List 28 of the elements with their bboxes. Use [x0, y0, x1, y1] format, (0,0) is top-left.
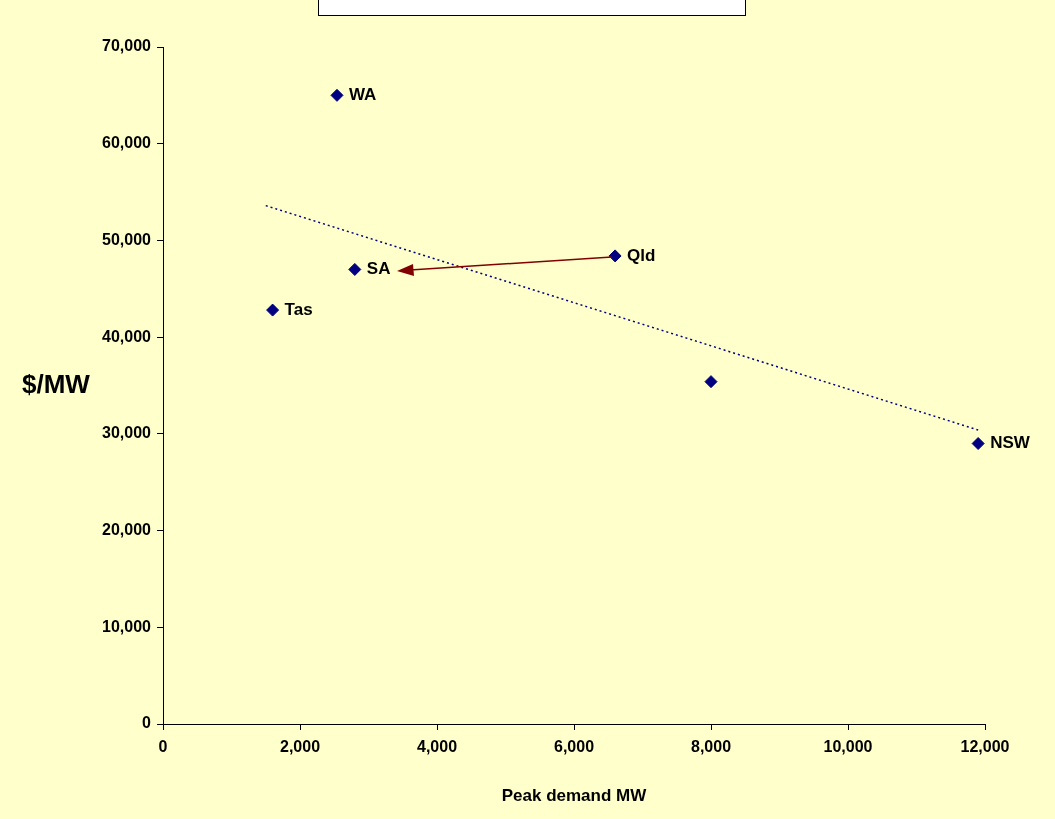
y-axis-title: $/MW [22, 368, 91, 399]
annotation: NSW [990, 433, 1031, 453]
x-tick-label: 8,000 [690, 738, 732, 756]
y-tick-label: 0 [142, 714, 152, 732]
y-tick-label: 40,000 [102, 327, 152, 345]
y-tick-label: 20,000 [102, 520, 152, 538]
y-tick-label: 50,000 [102, 230, 152, 248]
y-tick-label: 10,000 [102, 617, 152, 635]
point [608, 249, 622, 263]
x-axis-title: Peak demand MW [501, 786, 648, 806]
annotation: SA [366, 259, 391, 279]
point [704, 375, 718, 389]
annotation: Tas [284, 299, 313, 319]
x-tick-label: 2,000 [279, 738, 321, 756]
y-tick-label: 30,000 [102, 424, 152, 442]
point [330, 88, 344, 102]
x-tick-label: 12,000 [960, 738, 1010, 756]
y-tick-label: 60,000 [102, 134, 152, 152]
x-tick-label: 6,000 [553, 738, 595, 756]
annotation: Qld [627, 245, 656, 265]
y-tick-label: 70,000 [102, 37, 152, 55]
x-tick-label: 4,000 [416, 738, 458, 756]
x-tick-label: 0 [158, 738, 168, 756]
point [266, 303, 280, 317]
point [971, 437, 985, 451]
x-tick-label: 10,000 [823, 738, 873, 756]
annotation: WA [348, 85, 377, 105]
point [348, 262, 362, 276]
